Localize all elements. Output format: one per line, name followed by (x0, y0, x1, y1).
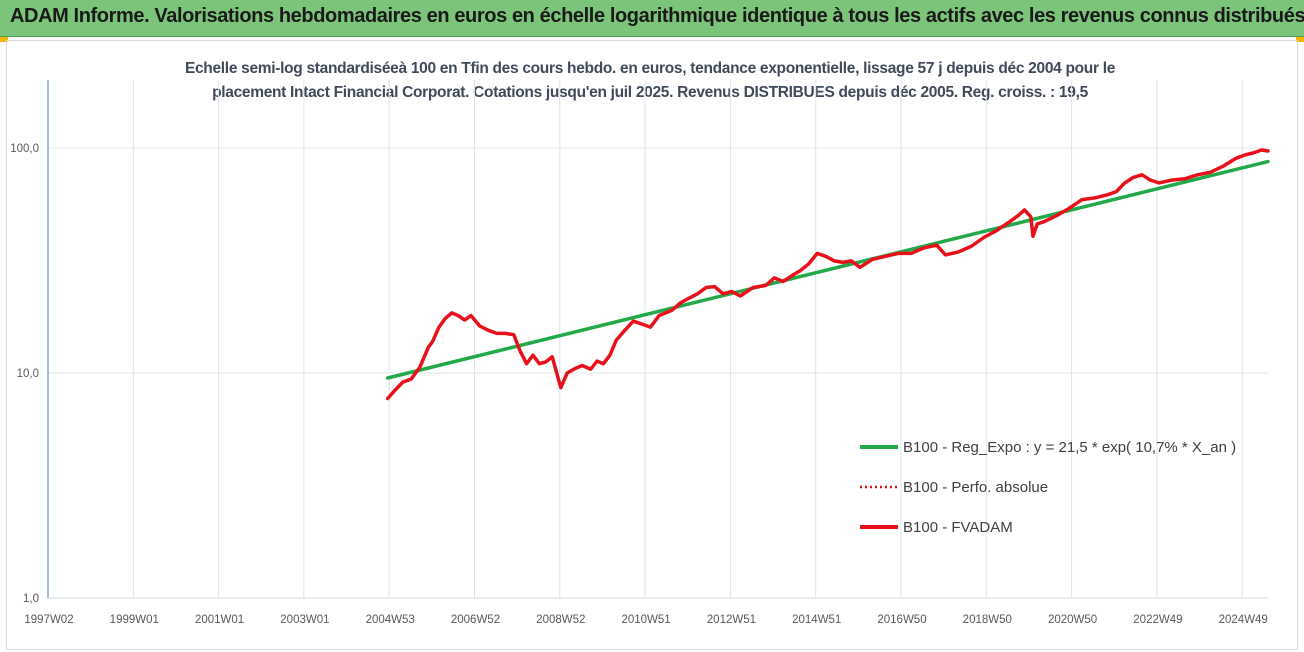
legend-label-2: B100 - FVADAM (903, 519, 1013, 536)
series-line-2 (385, 148, 1270, 401)
x-tick-label: 2012W51 (707, 614, 756, 626)
x-tick-label: 1997W02 (24, 614, 73, 626)
x-tick-label: 2020W50 (1048, 614, 1097, 626)
chart-frame (6, 40, 1298, 650)
y-tick-label: 10,0 (17, 368, 39, 380)
x-tick-label: 1999W01 (110, 614, 159, 626)
x-tick-label: 2014W51 (792, 614, 841, 626)
corner-marker-right (1296, 37, 1304, 42)
chart-subtitle-line2: placement Intact Financial Corporat. Cot… (212, 84, 1088, 101)
legend-label-0: B100 - Reg_Expo : y = 21,5 * exp( 10,7% … (903, 439, 1236, 456)
x-tick-label: 2001W01 (195, 614, 244, 626)
x-tick-label: 2008W52 (536, 614, 585, 626)
legend-label-1: B100 - Perfo. absolue (903, 479, 1048, 496)
chart-subtitle-line1: Echelle semi-log standardiséeà 100 en Tf… (184, 60, 1116, 77)
chart-subtitle: Echelle semi-log standardiséeà 100 en Tf… (150, 57, 1150, 105)
legend: B100 - Reg_Expo : y = 21,5 * exp( 10,7% … (860, 439, 1236, 536)
x-tick-label: 2004W53 (366, 614, 415, 626)
x-tick-label: 2024W49 (1219, 614, 1268, 626)
banner-title: ADAM Informe. Valorisations hebdomadaire… (10, 5, 1304, 27)
x-tick-label: 2018W50 (963, 614, 1012, 626)
series-group (385, 148, 1270, 401)
x-tick-label: 2006W52 (451, 614, 500, 626)
x-tick-label: 2016W50 (877, 614, 926, 626)
x-tick-label: 2003W01 (280, 614, 329, 626)
x-tick-label: 2010W51 (621, 614, 670, 626)
grid-lines (48, 80, 1268, 599)
series-line-0 (385, 159, 1270, 380)
y-tick-label: 100,0 (10, 143, 39, 155)
axes: 1997W02 1999W01 2001W01 2003W01 2004W53 2006W… (10, 80, 1268, 626)
y-tick-label: 1,0 (23, 593, 39, 605)
banner: ADAM Informe. Valorisations hebdomadaire… (0, 0, 1304, 37)
x-tick-label: 2022W49 (1133, 614, 1182, 626)
corner-marker-left (0, 37, 8, 42)
